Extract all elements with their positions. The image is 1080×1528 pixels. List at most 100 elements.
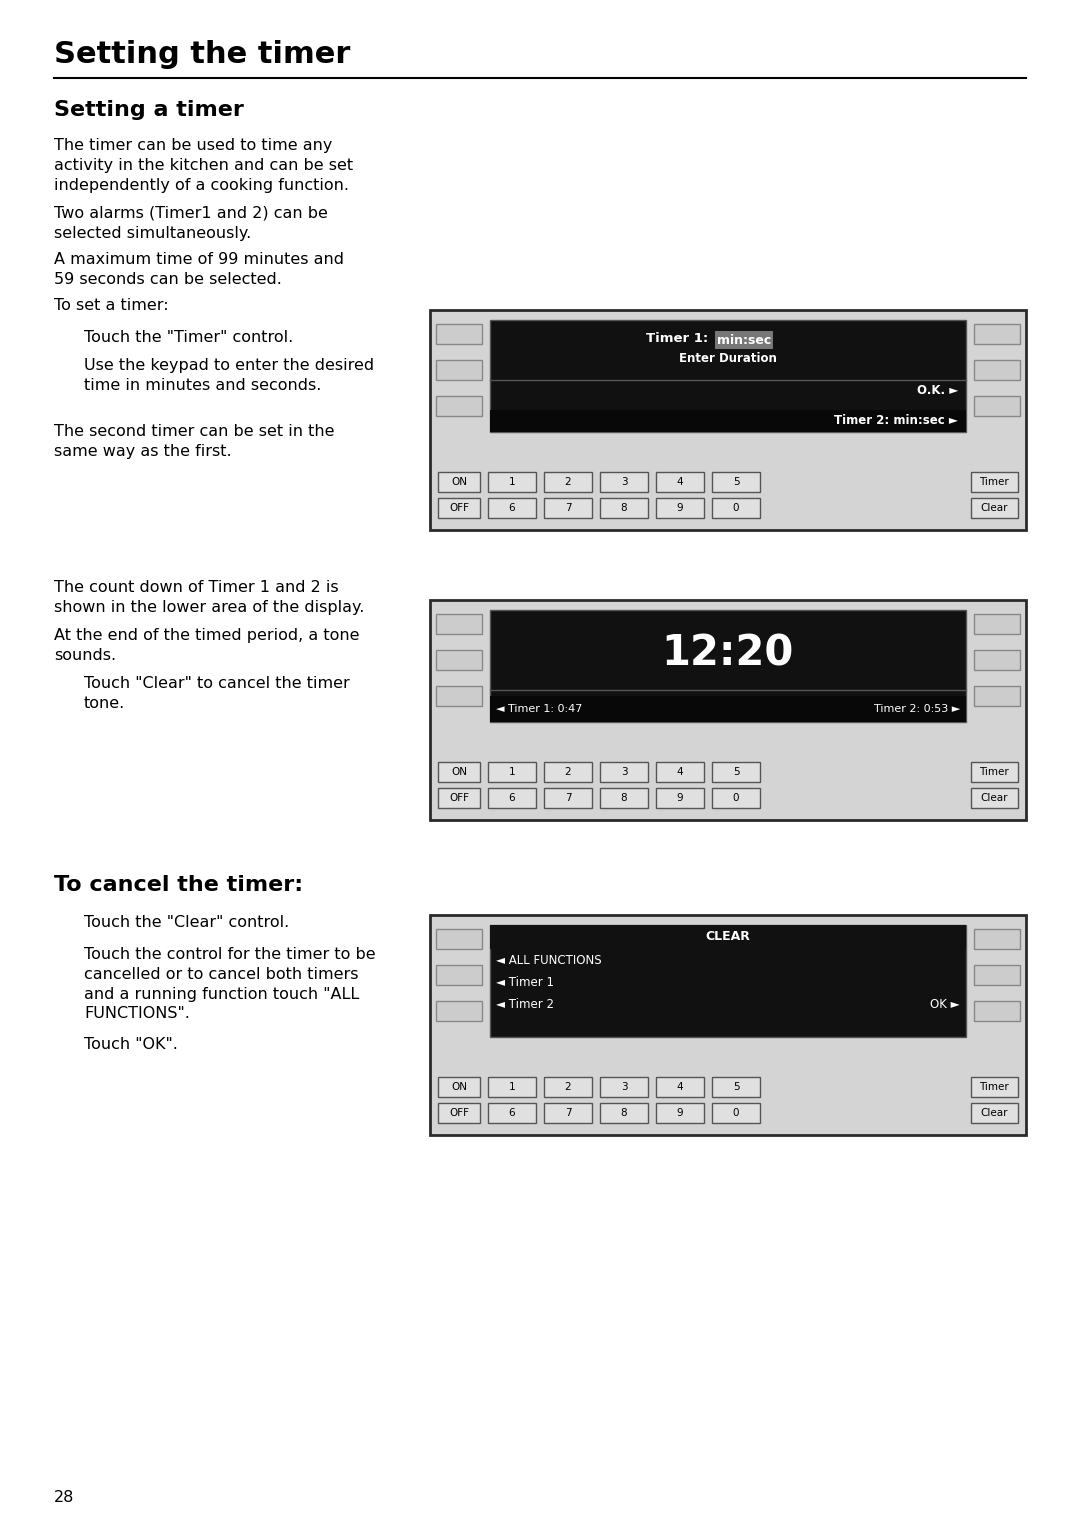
Bar	[436, 361, 482, 380]
Bar	[971, 788, 1018, 808]
Bar	[544, 1103, 592, 1123]
Text: 6: 6	[509, 1108, 515, 1118]
Bar	[712, 1077, 760, 1097]
Bar	[436, 929, 482, 949]
Text: Clear: Clear	[981, 1108, 1008, 1118]
Text: 4: 4	[677, 477, 684, 487]
Bar	[712, 498, 760, 518]
Bar	[971, 498, 1018, 518]
Bar	[974, 396, 1020, 416]
Text: Timer: Timer	[980, 477, 1009, 487]
Bar	[656, 472, 704, 492]
Text: 5: 5	[732, 767, 740, 778]
Bar	[971, 762, 1018, 782]
Bar	[974, 929, 1020, 949]
Text: OFF: OFF	[449, 793, 469, 804]
Bar	[544, 762, 592, 782]
Bar	[712, 472, 760, 492]
Text: OFF: OFF	[449, 1108, 469, 1118]
Text: ON: ON	[451, 1082, 467, 1093]
Bar	[544, 498, 592, 518]
Text: A maximum time of 99 minutes and
59 seconds can be selected.: A maximum time of 99 minutes and 59 seco…	[54, 252, 345, 287]
Text: Touch the control for the timer to be
cancelled or to cancel both timers
and a r: Touch the control for the timer to be ca…	[84, 947, 376, 1021]
Text: O.K. ►: O.K. ►	[917, 384, 958, 397]
Bar	[544, 472, 592, 492]
Bar	[600, 762, 648, 782]
Bar	[544, 788, 592, 808]
Text: Timer 1:: Timer 1:	[646, 332, 713, 345]
Text: 12:20: 12:20	[662, 633, 794, 674]
Text: 2: 2	[565, 477, 571, 487]
Bar	[436, 686, 482, 706]
Text: 4: 4	[677, 767, 684, 778]
Text: 28: 28	[54, 1490, 75, 1505]
Bar	[488, 762, 536, 782]
Text: Touch "OK".: Touch "OK".	[84, 1038, 178, 1051]
Text: 1: 1	[509, 477, 515, 487]
Text: Setting the timer: Setting the timer	[54, 40, 350, 69]
Text: 9: 9	[677, 1108, 684, 1118]
Text: ◄ Timer 1: ◄ Timer 1	[496, 975, 554, 989]
Bar	[438, 472, 480, 492]
Bar	[974, 649, 1020, 669]
Bar	[438, 762, 480, 782]
Text: Timer 2: 0:53 ►: Timer 2: 0:53 ►	[874, 704, 960, 714]
Bar	[436, 649, 482, 669]
Text: 0: 0	[732, 503, 739, 513]
Bar	[430, 915, 1026, 1135]
Bar	[490, 924, 966, 949]
Text: 7: 7	[565, 1108, 571, 1118]
Bar	[974, 966, 1020, 986]
Bar	[971, 472, 1018, 492]
Text: 9: 9	[677, 503, 684, 513]
Text: At the end of the timed period, a tone
sounds.: At the end of the timed period, a tone s…	[54, 628, 360, 663]
Bar	[488, 498, 536, 518]
Bar	[438, 498, 480, 518]
Text: ◄ Timer 2: ◄ Timer 2	[496, 998, 554, 1010]
Bar	[436, 324, 482, 344]
Text: 3: 3	[621, 477, 627, 487]
Text: 1: 1	[509, 1082, 515, 1093]
Text: 2: 2	[565, 767, 571, 778]
Text: To set a timer:: To set a timer:	[54, 298, 168, 313]
Bar	[656, 498, 704, 518]
Text: 6: 6	[509, 503, 515, 513]
Bar	[600, 1103, 648, 1123]
Bar	[656, 1103, 704, 1123]
Text: Enter Duration: Enter Duration	[679, 351, 777, 365]
Bar	[488, 1103, 536, 1123]
Bar	[712, 762, 760, 782]
Bar	[974, 324, 1020, 344]
Bar	[600, 472, 648, 492]
Text: Touch the "Timer" control.: Touch the "Timer" control.	[84, 330, 294, 345]
Text: 7: 7	[565, 503, 571, 513]
Bar	[971, 1077, 1018, 1097]
Bar	[712, 1103, 760, 1123]
Bar	[438, 1103, 480, 1123]
Text: Touch "Clear" to cancel the timer
tone.: Touch "Clear" to cancel the timer tone.	[84, 675, 350, 711]
Bar	[974, 1001, 1020, 1021]
Text: Touch the "Clear" control.: Touch the "Clear" control.	[84, 915, 289, 931]
Text: Clear: Clear	[981, 793, 1008, 804]
Bar	[490, 410, 966, 432]
Text: Use the keypad to enter the desired
time in minutes and seconds.: Use the keypad to enter the desired time…	[84, 358, 374, 393]
Bar	[656, 762, 704, 782]
Text: ON: ON	[451, 767, 467, 778]
Bar	[438, 788, 480, 808]
Text: 0: 0	[732, 793, 739, 804]
Bar	[974, 361, 1020, 380]
Text: Timer: Timer	[980, 767, 1009, 778]
Text: To cancel the timer:: To cancel the timer:	[54, 876, 303, 895]
Text: 5: 5	[732, 1082, 740, 1093]
Text: ON: ON	[451, 477, 467, 487]
Bar	[715, 332, 773, 348]
Text: 8: 8	[621, 503, 627, 513]
Bar	[488, 472, 536, 492]
Bar	[436, 396, 482, 416]
Text: CLEAR: CLEAR	[705, 931, 751, 943]
Text: The timer can be used to time any
activity in the kitchen and can be set
indepen: The timer can be used to time any activi…	[54, 138, 353, 193]
Text: OFF: OFF	[449, 503, 469, 513]
Bar	[600, 498, 648, 518]
Text: OK ►: OK ►	[930, 998, 960, 1010]
Text: 0: 0	[732, 1108, 739, 1118]
